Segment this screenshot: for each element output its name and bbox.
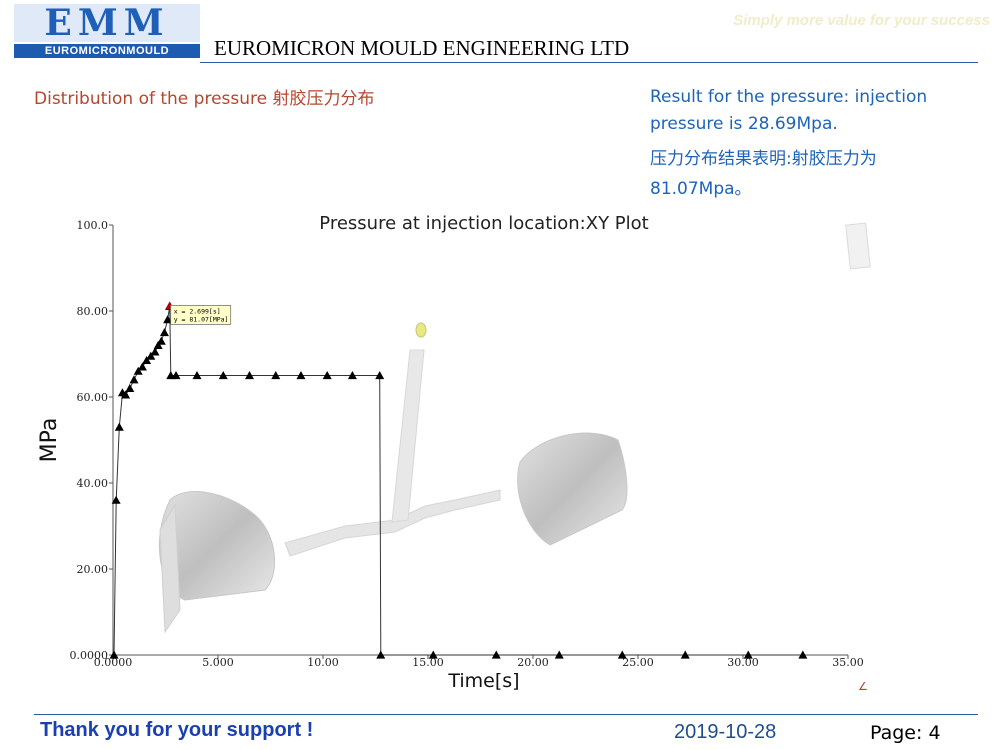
corner-mark-icon: ∠: [858, 680, 868, 693]
page-number: Page: 4: [870, 722, 941, 744]
mould-model-illustration: [158, 222, 871, 634]
logo-wordmark: EMM: [14, 4, 200, 42]
y-tick-label: 100.0: [77, 219, 109, 232]
y-tick-label: 80.00: [77, 305, 109, 318]
data-point: [322, 371, 332, 380]
data-point: [218, 371, 228, 380]
data-point: [114, 422, 124, 431]
series-line-group: [113, 306, 803, 656]
footer-divider: [34, 714, 978, 715]
data-point: [121, 390, 131, 399]
data-point: [617, 650, 627, 659]
value-annotation: x = 2.699[s] y = 81.07[MPa]: [170, 305, 232, 325]
data-point: [150, 347, 160, 356]
data-point: [798, 650, 808, 659]
y-tick-label: 0.0000: [70, 649, 109, 662]
data-point: [347, 371, 357, 380]
chart-title: Pressure at injection location:XY Plot: [319, 213, 648, 234]
x-tick-label: 25.00: [622, 656, 654, 669]
data-point: [159, 328, 169, 337]
data-point: [192, 371, 202, 380]
slide-title: Distribution of the pressure 射胶压力分布: [34, 89, 375, 109]
data-point: [156, 336, 166, 345]
data-point: [142, 355, 152, 365]
data-point: [146, 351, 156, 360]
company-name: EUROMICRON MOULD ENGINEERING LTD: [214, 36, 630, 60]
data-point: [271, 371, 281, 380]
data-point: [245, 371, 254, 380]
data-point: [163, 315, 173, 324]
data-point: [171, 371, 181, 380]
data-point: [109, 650, 119, 659]
x-tick-label: 20.00: [517, 656, 549, 669]
y-tick-label: 60.00: [77, 391, 109, 404]
data-point: [491, 650, 501, 659]
annotation-line-1: x = 2.699[s]: [174, 307, 221, 315]
header-divider: [200, 62, 978, 63]
data-point: [743, 650, 753, 659]
data-point: [137, 362, 147, 371]
annotation-box: [170, 305, 232, 325]
x-tick-label: 5.000: [202, 656, 234, 669]
slogan: Simply more value for your success: [733, 12, 990, 29]
x-axis-label: Time[s]: [447, 670, 519, 692]
data-point: [153, 340, 163, 349]
data-point: [680, 650, 690, 659]
y-tick-label: 20.00: [77, 563, 109, 576]
data-point: [554, 650, 564, 659]
series-line: [113, 306, 803, 656]
x-tick-label: 0.0000: [94, 656, 133, 669]
data-markers: [109, 301, 808, 659]
logo-subtitle: EUROMICRONMOULD: [14, 44, 200, 58]
footer-thanks: Thank you for your support !: [40, 719, 314, 741]
result-chinese: 压力分布结果表明:射胶压力为81.07Mpa。: [650, 149, 877, 199]
y-tick-label: 40.00: [77, 477, 109, 490]
data-point: [428, 650, 438, 659]
data-point: [125, 383, 135, 392]
data-point: [111, 495, 121, 504]
y-axis-label: MPa: [37, 418, 62, 463]
result-english: Result for the pressure: injection press…: [650, 87, 928, 134]
x-tick-label: 10.00: [307, 656, 339, 669]
chart-axes: 0.0000 5.000 10.00 15.00 20.00 25.00 30.00 35.0…: [70, 219, 864, 669]
result-text-block: Result for the pressure: injection press…: [650, 84, 970, 204]
footer-date: 2019-10-28: [674, 721, 777, 743]
company-logo: EMM EUROMICRONMOULD: [14, 4, 200, 58]
data-point: [375, 371, 385, 380]
annotation-line-2: y = 81.07[MPa]: [174, 315, 229, 323]
data-point: [296, 371, 306, 380]
data-point: [376, 650, 386, 659]
data-point: [129, 375, 139, 384]
x-tick-label: 30.00: [727, 656, 759, 669]
data-point: [133, 366, 143, 375]
pressure-xy-chart: Pressure at injection location:XY Plot 0…: [37, 213, 871, 693]
x-tick-label: 35.00: [832, 656, 864, 669]
x-tick-label: 15.00: [412, 656, 444, 669]
